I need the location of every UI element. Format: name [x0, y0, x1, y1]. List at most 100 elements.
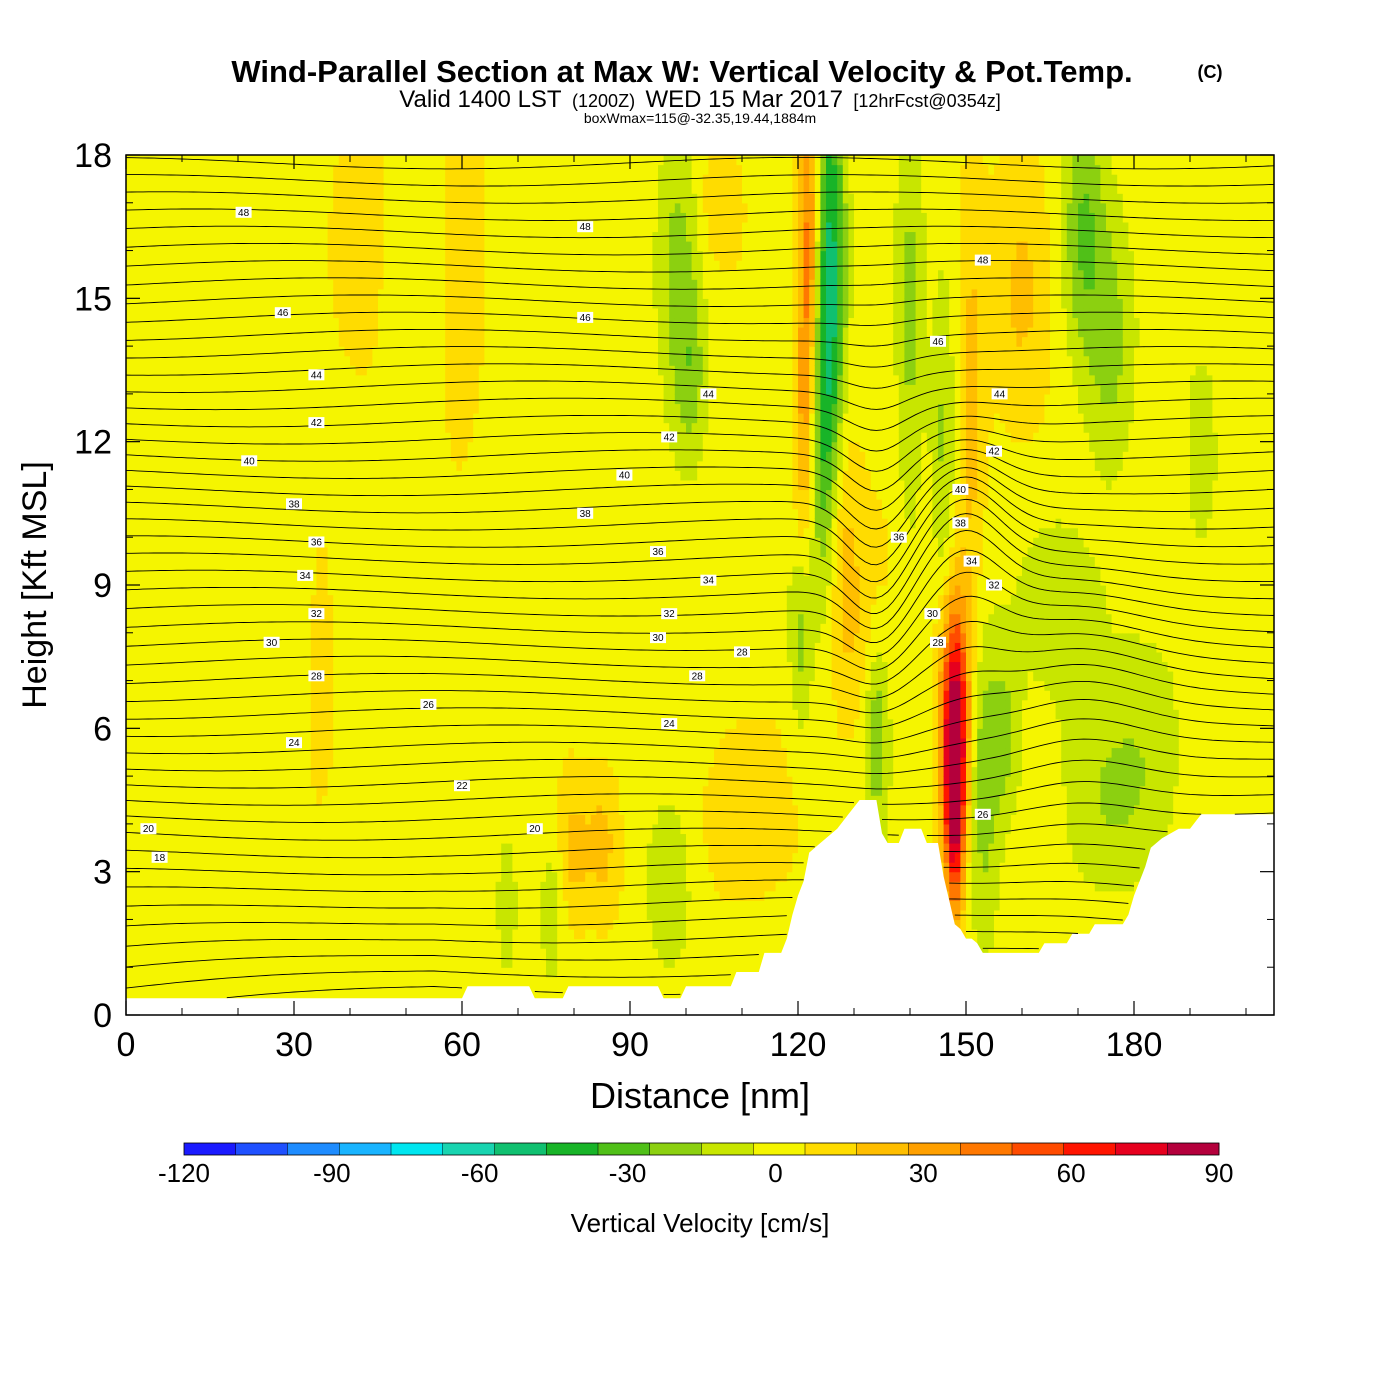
w-cell-4599 [406, 537, 413, 548]
w-cell-886 [176, 365, 183, 376]
w-cell-3945 [366, 699, 373, 710]
w-cell-2462 [277, 957, 284, 968]
w-cell-3253 [322, 355, 329, 366]
w-cell-4176 [378, 231, 385, 242]
w-cell-2746 [294, 852, 301, 863]
w-cell-4325 [389, 546, 396, 557]
w-cell-1111 [193, 823, 200, 835]
w-cell-2648 [288, 919, 295, 930]
w-cell-4897 [422, 298, 429, 309]
w-cell-2097 [254, 967, 261, 978]
w-cell-2606 [282, 451, 289, 462]
w-cell-1622 [221, 288, 228, 299]
w-cell-2463 [277, 948, 284, 959]
w-cell-249 [137, 365, 144, 376]
w-cell-548 [159, 986, 166, 997]
w-cell-3949 [366, 661, 373, 672]
w-cell-1256 [198, 307, 205, 319]
w-cell-3498 [338, 623, 345, 634]
w-cell-2516 [277, 441, 284, 452]
w-cell-1197 [198, 871, 205, 882]
w-cell-1121 [193, 728, 200, 739]
w-cell-2418 [271, 508, 278, 519]
w-cell-4971 [428, 460, 435, 471]
w-cell-2827 [299, 948, 306, 959]
w-cell-4328 [389, 518, 396, 529]
w-cell-3356 [327, 241, 334, 252]
w-cell-4494 [400, 671, 407, 682]
w-cell-788 [170, 432, 177, 443]
w-cell-3338 [327, 413, 334, 424]
w-cell-3570 [344, 804, 351, 815]
w-cell-1221 [198, 642, 205, 653]
w-cell-357 [142, 202, 149, 213]
w-cell-3309 [327, 690, 334, 701]
w-cell-4280 [389, 976, 396, 987]
w-cell-3756 [355, 766, 362, 777]
w-cell-1405 [210, 623, 217, 634]
w-cell-1780 [232, 518, 239, 529]
w-cell-3024 [310, 804, 317, 815]
w-cell-4782 [417, 527, 424, 538]
w-cell-1923 [243, 890, 250, 901]
w-cell-1149 [193, 460, 200, 471]
w-cell-4101 [378, 948, 385, 959]
w-cell-1795 [232, 374, 239, 385]
w-cell-3334 [327, 451, 334, 462]
w-cell-4689 [411, 546, 418, 557]
w-cell-2126 [254, 690, 261, 701]
w-cell-4268 [383, 221, 390, 233]
w-cell-3537 [338, 250, 345, 261]
w-cell-1171 [193, 250, 200, 261]
w-cell-3313 [327, 651, 334, 663]
w-cell-2917 [305, 957, 312, 968]
w-cell-1883 [238, 403, 245, 414]
w-cell-1677 [226, 632, 233, 643]
w-cell-4699 [411, 451, 418, 462]
w-cell-3181 [316, 174, 323, 185]
w-cell-2354 [266, 250, 273, 261]
w-cell-1316 [204, 604, 211, 615]
w-cell-4063 [372, 441, 379, 452]
w-cell-1368 [210, 976, 217, 987]
w-cell-3046 [310, 594, 317, 605]
w-cell-418 [148, 489, 155, 500]
w-cell-929 [182, 823, 189, 835]
w-cell-3384 [333, 843, 340, 854]
w-cell-2818 [294, 164, 301, 175]
w-cell-2710 [288, 327, 295, 338]
w-cell-3600 [344, 518, 351, 529]
w-cell-3302 [327, 757, 334, 768]
w-cell-3951 [366, 642, 373, 653]
w-cell-3246 [322, 422, 329, 433]
w-cell-4081 [372, 269, 379, 280]
w-cell-4686 [411, 575, 418, 586]
w-cell-2768 [294, 642, 301, 653]
w-cell-1468 [215, 890, 222, 901]
w-cell-4859 [422, 661, 429, 672]
w-cell-2686 [288, 556, 295, 567]
w-cell-2485 [277, 737, 284, 749]
w-cell-4444 [394, 279, 401, 290]
w-cell-221 [137, 632, 144, 643]
w-cell-2900 [299, 250, 306, 261]
w-cell-3430 [333, 403, 340, 414]
w-cell-1673 [226, 671, 233, 682]
w-cell-482 [154, 747, 161, 758]
w-cell-1290 [204, 852, 211, 863]
w-cell-3611 [344, 413, 351, 424]
w-cell-4153 [378, 451, 385, 462]
w-cell-220 [137, 642, 144, 653]
w-cell-3677 [350, 651, 357, 663]
w-cell-104 [131, 881, 138, 892]
w-cell-4616 [406, 374, 413, 385]
w-cell-3830 [361, 929, 368, 940]
w-cell-2165 [254, 317, 261, 328]
w-cell-254 [137, 317, 144, 328]
w-cell-984 [182, 298, 189, 309]
w-cell-3281 [327, 957, 334, 968]
w-cell-3359 [327, 212, 334, 223]
w-cell-1223 [198, 623, 205, 634]
w-cell-3343 [327, 365, 334, 376]
